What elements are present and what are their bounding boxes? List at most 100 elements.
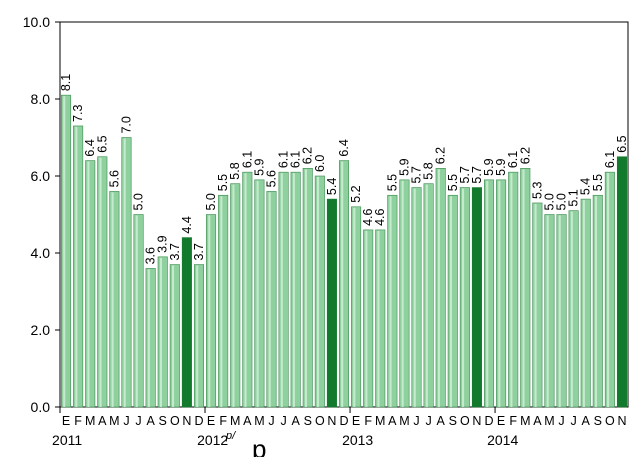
x-tick-label: J (268, 414, 274, 428)
bar-fill (556, 214, 567, 408)
bar-shine (75, 126, 78, 407)
data-label: 6.2 (301, 147, 315, 164)
bar-shine (135, 215, 138, 407)
x-tick-label: M (544, 414, 554, 428)
year-superscript: p/ (225, 430, 236, 442)
bar-fill (568, 210, 579, 408)
data-label: 4.4 (180, 216, 194, 233)
data-label: 3.7 (168, 243, 182, 260)
x-tick-label: J (425, 414, 431, 428)
bar (387, 194, 398, 408)
bar-shine (256, 180, 259, 407)
bar (242, 171, 253, 408)
bar-shine (244, 173, 247, 407)
bar-fill (278, 171, 289, 408)
x-tick-label: O (605, 414, 615, 428)
data-label: 5.0 (555, 193, 569, 210)
x-tick-label: J (558, 414, 564, 428)
y-tick-label: 8.0 (31, 91, 51, 107)
bar (399, 179, 410, 408)
y-tick-label: 10.0 (23, 14, 50, 30)
x-tick-label: A (243, 414, 252, 428)
bar-fill (338, 160, 350, 408)
data-labels: 8.17.36.46.55.67.05.03.63.93.74.43.75.05… (59, 74, 629, 265)
data-label: 3.6 (144, 247, 158, 264)
data-label: 8.1 (59, 74, 73, 91)
data-label: 5.9 (482, 158, 496, 175)
bar (133, 214, 144, 408)
bar-shine (353, 207, 356, 407)
bar-fill (302, 168, 313, 408)
year-label: 2014 (487, 432, 518, 448)
bar (411, 187, 422, 408)
bar-shine (607, 173, 610, 407)
x-tick-label: E (352, 414, 360, 428)
bar-shine (486, 180, 489, 407)
x-tick-label: A (533, 414, 542, 428)
bar-shine (498, 180, 501, 407)
year-label: 2012 (197, 432, 228, 448)
bar-shine (304, 169, 307, 407)
bar-shine (292, 173, 295, 407)
bar-shine (268, 192, 271, 407)
x-tick-label: D (339, 414, 348, 428)
x-tick-label: O (460, 414, 470, 428)
data-label: 5.2 (349, 185, 363, 202)
bar-shine (449, 196, 453, 407)
data-label: 5.1 (567, 189, 581, 206)
data-label: 6.0 (313, 155, 327, 172)
x-tick-label: M (254, 414, 264, 428)
bar-fill (592, 194, 603, 408)
bar-highlight (181, 237, 192, 408)
bar (544, 214, 555, 408)
bar (290, 171, 301, 408)
x-tick-label: F (219, 414, 227, 428)
data-label: 5.7 (470, 166, 484, 183)
x-tick-label: A (98, 414, 107, 428)
bar-fill (363, 229, 374, 408)
bar-fill (218, 194, 229, 408)
bar (169, 264, 180, 408)
x-tick-label: N (617, 414, 626, 428)
bar-fill (544, 214, 555, 408)
data-label: 6.1 (506, 151, 520, 168)
data-label: 3.9 (156, 235, 170, 252)
bar-highlight (616, 156, 627, 408)
data-label: 6.2 (518, 147, 532, 164)
bar-shine (582, 200, 585, 407)
x-tick-label: N (182, 414, 191, 428)
data-label: 5.0 (542, 193, 556, 210)
x-tick-label: A (582, 414, 591, 428)
x-tick-label: S (594, 414, 602, 428)
bar-fill (411, 187, 422, 408)
bar (145, 268, 156, 408)
bar-shine (341, 161, 344, 407)
bar-fill (290, 171, 301, 408)
bar (459, 187, 470, 408)
bar (351, 206, 362, 408)
bar-fill (314, 175, 325, 408)
bar-fill (254, 179, 265, 408)
bar-shine (220, 196, 223, 407)
bar-shine (534, 203, 537, 407)
bar-fill (85, 160, 96, 408)
bar (206, 214, 217, 408)
bar-fill (520, 168, 531, 408)
x-tick-label: D (194, 414, 203, 428)
bar-shine (99, 157, 102, 407)
bar-shine (377, 230, 380, 407)
bar-fill (399, 179, 410, 408)
bar-shine (522, 169, 525, 407)
bar-fill (375, 229, 386, 408)
bar-fill (532, 202, 543, 408)
x-tick-label: M (85, 414, 95, 428)
bar-highlight (326, 198, 337, 408)
bar (73, 125, 84, 408)
bar (230, 183, 241, 408)
bar-shine (196, 265, 199, 407)
y-tick-label: 4.0 (31, 245, 51, 261)
bar (375, 229, 386, 408)
data-label: 5.3 (530, 182, 544, 199)
bar-fill (109, 191, 120, 408)
bar-shine (63, 96, 66, 408)
